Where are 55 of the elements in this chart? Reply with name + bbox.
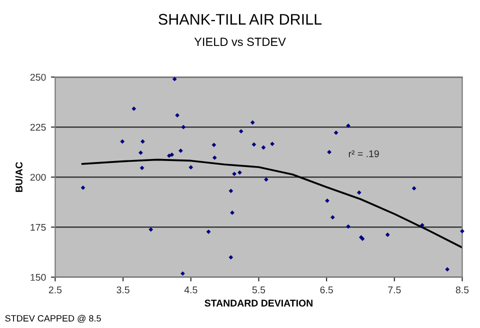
point (175, 113, 180, 118)
point (120, 139, 125, 144)
x-tick-label: 2.5 (48, 286, 62, 294)
point (264, 177, 268, 182)
x-tick-label: 5.5 (252, 286, 266, 294)
point (346, 224, 350, 229)
point (445, 267, 450, 272)
y-tick-label: 175 (30, 224, 46, 231)
point (327, 150, 332, 154)
point (230, 210, 234, 215)
annotation: r² = .19 (348, 150, 379, 158)
y-axis-title: BU/AC (15, 162, 23, 192)
point (170, 152, 174, 157)
chart-subtitle: YIELD vs STDEV (194, 38, 286, 46)
line-series (81, 158, 462, 248)
x-tick-label: 8.5 (456, 286, 469, 294)
point (460, 228, 464, 234)
point (346, 124, 350, 128)
point (270, 142, 274, 146)
y-tick-label: 225 (30, 124, 46, 131)
x-tick-label: 7.5 (388, 286, 401, 294)
point (212, 156, 217, 160)
point (420, 222, 424, 228)
point (385, 232, 390, 237)
point (188, 165, 194, 170)
point (148, 227, 154, 232)
point (334, 130, 338, 135)
point (250, 120, 255, 125)
x-tick-label: 4.5 (184, 286, 198, 294)
point (252, 142, 256, 147)
point (261, 145, 266, 150)
point (180, 271, 185, 276)
point (412, 186, 416, 191)
x-tick-label: 3.5 (116, 286, 130, 294)
y-tick-label: 150 (30, 274, 46, 281)
y-tick-label: 250 (30, 74, 46, 81)
text: STDEV CAPPED @ 8.5 (5, 314, 101, 323)
point (330, 215, 335, 220)
point (138, 150, 143, 155)
point (178, 148, 183, 153)
point (228, 188, 234, 194)
x-tick-label: 6.5 (320, 286, 333, 294)
y-tick-label: 200 (30, 174, 46, 181)
point (325, 198, 330, 203)
point (212, 142, 216, 148)
point (181, 124, 186, 130)
point (232, 172, 236, 176)
chart-title: SHANK-TILL AIR DRILL (158, 14, 322, 25)
point (238, 129, 244, 134)
point (132, 106, 136, 111)
point (172, 76, 177, 82)
point (140, 166, 144, 170)
point (356, 190, 362, 195)
point (228, 255, 234, 260)
x-axis-title: STANDARD DEVIATION (204, 300, 312, 307)
